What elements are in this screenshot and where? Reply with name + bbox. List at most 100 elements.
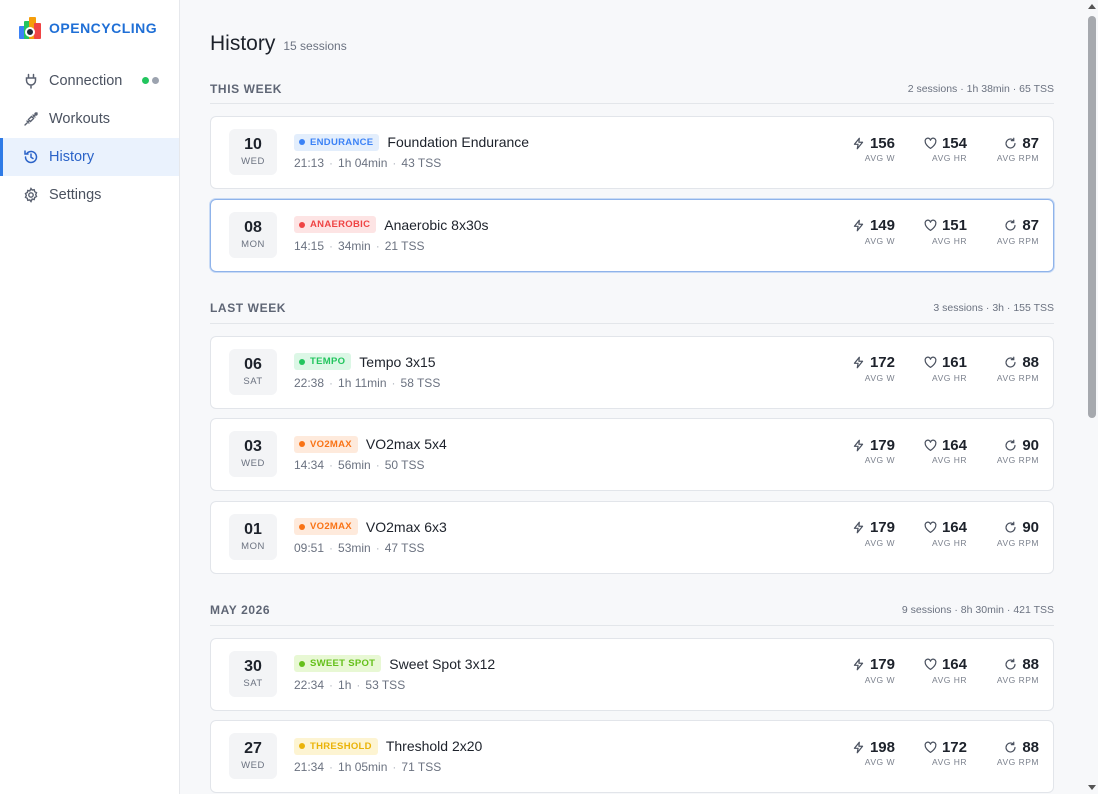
refresh-icon <box>1004 521 1018 535</box>
session-metrics: 172 AVG W 161 AVG HR 88 AVG RPM <box>823 354 1039 383</box>
metric-value: 172 <box>941 738 967 756</box>
metric-value: 179 <box>869 656 895 673</box>
sidebar-item-settings[interactable]: Settings <box>0 176 179 214</box>
sidebar-item-label: Connection <box>49 73 123 89</box>
zone-dot-icon <box>299 660 305 667</box>
zone-dot-icon <box>299 441 305 447</box>
metric-power: 172 AVG W <box>823 354 895 383</box>
sidebar-item-workouts[interactable]: Workouts <box>0 100 179 138</box>
session-tss: 21 TSS <box>384 238 425 253</box>
metric-power: 179 AVG W <box>823 519 895 548</box>
separator: · <box>329 677 334 692</box>
metric-label: AVG HR <box>932 372 967 383</box>
session-info: SWEET SPOT Sweet Spot 3x12 22:34 · 1h · 53 TSS <box>294 654 495 692</box>
metric-value: 88 <box>1022 738 1039 756</box>
date-box: 30 SAT <box>229 650 277 697</box>
sidebar-item-label: Settings <box>49 187 102 203</box>
metric-value: 161 <box>941 354 967 371</box>
scrollbar[interactable] <box>1086 0 1098 794</box>
session-metrics: 156 AVG W 154 AVG HR 87 AVG RPM <box>823 134 1039 163</box>
session-time: 09:51 <box>294 540 325 555</box>
workout-name: Foundation Endurance <box>387 134 530 150</box>
metric-value: 156 <box>869 134 895 152</box>
date-day: 06 <box>244 355 262 373</box>
date-weekday: SAT <box>243 375 263 387</box>
metric-value: 90 <box>1022 436 1039 454</box>
session-count: 15 sessions <box>283 39 347 53</box>
metric-value: 179 <box>869 519 895 536</box>
session-card[interactable]: 01 MON VO2MAX VO2max 6x3 09:51 · 53min · 47 TSS 1… <box>210 500 1054 574</box>
session-card[interactable]: 30 SAT SWEET SPOT Sweet Spot 3x12 22:34 · 1h · 5… <box>210 637 1054 711</box>
date-day: 27 <box>244 740 262 757</box>
date-box: 01 MON <box>229 513 277 560</box>
session-duration: 1h 04min <box>338 156 388 170</box>
metric-value: 154 <box>941 134 967 152</box>
date-box: 27 WED <box>229 733 277 779</box>
session-card[interactable]: 03 WED VO2MAX VO2max 5x4 14:34 · 56min · 50 TSS 1… <box>210 418 1054 491</box>
date-day: 10 <box>244 136 262 153</box>
session-duration: 1h 11min <box>338 375 387 390</box>
brand-name: OPENCYCLING <box>49 20 158 36</box>
session-tss: 53 TSS <box>365 677 406 692</box>
sidebar-nav: Connection Workouts History Settings <box>0 62 179 214</box>
separator: · <box>356 677 361 692</box>
lightning-icon <box>852 521 866 535</box>
zone-badge: VO2MAX <box>294 518 358 535</box>
session-card[interactable]: 27 WED THRESHOLD Threshold 2x20 21:34 · 1h 05m… <box>210 720 1054 793</box>
metric-label: AVG RPM <box>996 757 1039 767</box>
session-duration: 53min <box>338 540 371 555</box>
workout-name: VO2max 6x3 <box>365 518 447 535</box>
separator: · <box>375 458 380 472</box>
session-tss: 43 TSS <box>401 156 442 170</box>
sidebar-item-connection[interactable]: Connection <box>0 62 179 100</box>
metric-hr: 161 AVG HR <box>895 354 967 383</box>
scroll-thumb[interactable] <box>1088 16 1096 418</box>
zone-label: VO2MAX <box>310 438 352 450</box>
group-summary: 3 sessions · 3h · 155 TSS <box>933 302 1054 314</box>
metric-label: AVG RPM <box>996 235 1039 246</box>
status-dot-idle <box>152 77 159 84</box>
lightning-icon <box>852 356 866 370</box>
session-info: VO2MAX VO2max 5x4 14:34 · 56min · 50 TSS <box>294 434 447 472</box>
brand[interactable]: OPENCYCLING <box>0 0 179 56</box>
separator: · <box>329 238 334 253</box>
session-meta: 21:13 · 1h 04min · 43 TSS <box>294 156 529 170</box>
session-card[interactable]: 10 WED ENDURANCE Foundation Endurance 21:13 ·… <box>210 116 1054 189</box>
status-dot-connected <box>142 77 149 84</box>
heart-icon <box>924 356 938 370</box>
date-weekday: WED <box>241 760 265 771</box>
scroll-down-arrow-icon[interactable] <box>1088 785 1096 790</box>
metric-power: 198 AVG W <box>823 738 895 767</box>
metric-label: AVG W <box>864 153 895 163</box>
date-weekday: WED <box>241 458 265 469</box>
metric-value: 87 <box>1022 134 1039 152</box>
sidebar-item-history[interactable]: History <box>0 138 179 176</box>
session-time: 22:38 <box>294 375 325 390</box>
metric-hr: 154 AVG HR <box>895 134 967 163</box>
metric-hr: 172 AVG HR <box>895 738 967 767</box>
date-day: 30 <box>244 657 262 675</box>
metric-label: AVG HR <box>932 153 967 163</box>
history-main: History 15 sessions THIS WEEK 2 sessions … <box>180 0 1086 794</box>
date-box: 10 WED <box>229 129 277 175</box>
zone-badge: THRESHOLD <box>294 737 378 755</box>
session-time: 21:34 <box>294 760 325 774</box>
workout-name: Anaerobic 8x30s <box>384 216 489 233</box>
date-box: 08 MON <box>229 211 277 258</box>
metric-cadence: 88 AVG RPM <box>967 656 1039 685</box>
session-metrics: 179 AVG W 164 AVG HR 90 AVG RPM <box>823 519 1039 548</box>
session-info: TEMPO Tempo 3x15 22:38 · 1h 11min · 58 TSS <box>294 352 440 390</box>
metric-cadence: 87 AVG RPM <box>967 217 1039 246</box>
metric-hr: 164 AVG HR <box>895 436 967 465</box>
metric-label: AVG W <box>864 674 895 685</box>
scroll-up-arrow-icon[interactable] <box>1088 4 1096 9</box>
metric-power: 149 AVG W <box>823 217 895 246</box>
session-meta: 14:15 · 34min · 21 TSS <box>294 239 489 253</box>
session-card[interactable]: 06 SAT TEMPO Tempo 3x15 22:38 · 1h 11min · 58 TS… <box>210 335 1054 409</box>
date-box: 06 SAT <box>229 348 277 395</box>
date-box: 03 WED <box>229 431 277 477</box>
metric-hr: 164 AVG HR <box>895 656 967 685</box>
session-card[interactable]: 08 MON ANAEROBIC Anaerobic 8x30s 14:15 · 34min… <box>210 198 1054 272</box>
metric-value: 164 <box>941 436 967 454</box>
metric-value: 179 <box>869 436 895 454</box>
